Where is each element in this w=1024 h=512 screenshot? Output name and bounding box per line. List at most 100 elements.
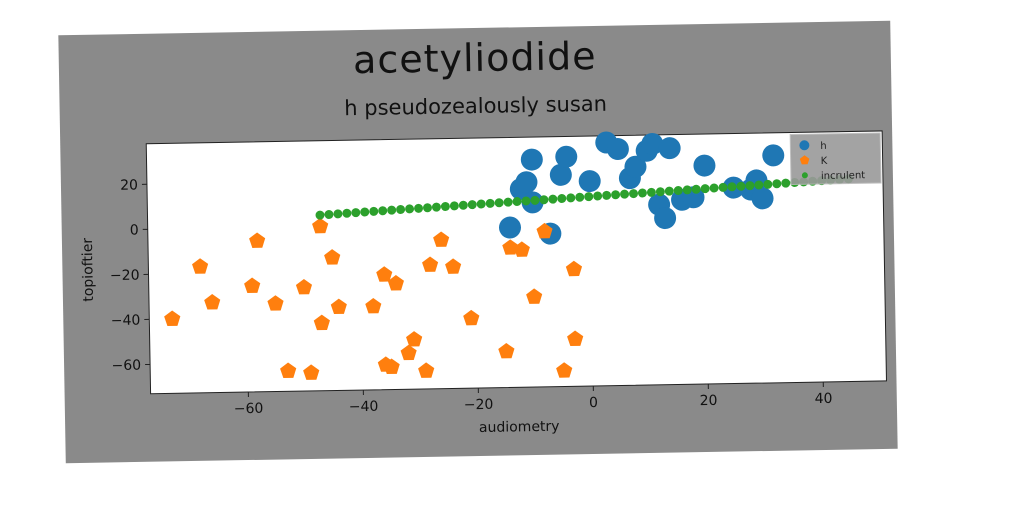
incrulent-point [620,189,630,199]
incrulent-point [548,194,558,204]
incrulent-point [333,209,343,219]
h-point [654,207,677,230]
incrulent-point [387,205,397,215]
k-point [526,288,543,304]
h-point [658,137,681,160]
incrulent-point [736,181,746,191]
y-tick-label: −40 [111,313,141,330]
incrulent-point [396,205,406,215]
incrulent-point [637,188,647,198]
k-point [267,295,284,311]
incrulent-point [378,206,388,216]
incrulent-point [718,182,728,192]
incrulent-point [360,207,370,217]
k-point [502,239,519,255]
incrulent-point [682,185,692,195]
k-point [164,310,181,327]
incrulent-point [691,184,701,194]
x-tick-label: −40 [349,399,379,416]
h-point [520,148,543,171]
k-point [313,314,330,331]
incrulent-point [351,208,361,218]
incrulent-point [521,196,531,206]
h-point [751,187,774,210]
incrulent-point [584,192,594,202]
incrulent-point [494,198,504,208]
incrulent-point [467,200,477,210]
k-point [295,278,313,295]
incrulent-point [700,184,710,194]
k-point [513,241,530,257]
incrulent-point [557,193,567,203]
incrulent-point [763,179,773,189]
k-point [463,309,480,326]
incrulent-point [324,209,334,219]
incrulent-point [405,204,415,214]
scatter-plot: −60 −40 −20 0 20 40 −60 −40 −20 0 20 audiometry topi… [80,130,887,436]
incrulent-point [458,200,468,210]
incrulent-point [431,202,441,212]
incrulent-point [512,197,522,207]
h-point [693,154,716,177]
y-tick-label: −60 [111,358,141,375]
x-tick-label: −60 [234,401,264,418]
incrulent-point [369,206,379,216]
incrulent-point [530,195,540,205]
h-point [555,145,578,168]
incrulent-point [664,186,674,196]
k-point [422,256,439,272]
k-point [445,258,462,274]
incrulent-point [754,180,764,190]
chart-figure: acetyliodide h pseudozealously susan −60… [58,20,898,464]
k-point [244,277,261,294]
legend-box [789,132,882,186]
k-point [567,330,584,347]
h-point [515,171,538,194]
incrulent-point [673,185,683,195]
h-point [499,216,522,239]
k-point [324,249,341,265]
k-point [192,258,209,274]
h-point [641,132,664,155]
incrulent-point [315,210,325,220]
x-tick-label: −20 [464,397,494,414]
k-point [376,266,393,282]
legend-marker-incrulent [801,172,808,179]
k-point [280,362,297,379]
incrulent-point [646,187,656,197]
k-point [418,362,435,378]
incrulent-point [503,197,513,207]
k-point [312,217,329,234]
incrulent-point [440,201,450,211]
x-tick-label: 40 [814,391,832,407]
y-tick-label: −20 [110,268,140,285]
incrulent-point [422,203,432,213]
incrulent-point [602,190,612,200]
x-tick-label: 20 [700,393,718,409]
y-tick-label: 20 [120,177,138,193]
y-tick-label: 0 [130,223,139,239]
k-point [498,343,515,359]
incrulent-point [575,192,585,202]
k-point [204,294,221,310]
incrulent-point [342,208,352,218]
h-point [624,155,647,178]
h-point [762,144,785,167]
legend-label: h [820,141,827,152]
incrulent-point [727,182,737,192]
k-point [249,232,266,248]
incrulent-point [655,187,665,197]
incrulent-point [709,183,719,193]
k-point [536,222,553,239]
incrulent-point [449,201,459,211]
k-point [303,364,320,380]
legend-marker-k [799,155,810,165]
incrulent-point [414,203,424,213]
h-point [578,170,601,193]
k-point [433,231,450,247]
legend-label: K [821,156,828,167]
incrulent-point [593,191,603,201]
k-point [565,260,583,277]
y-axis-label: topioftier [80,238,97,302]
incrulent-point [628,189,638,199]
